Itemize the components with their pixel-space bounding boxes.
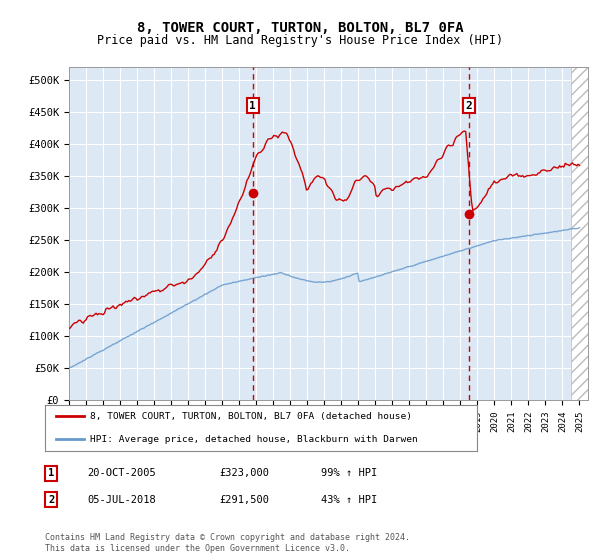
Text: 2: 2 bbox=[48, 494, 54, 505]
Text: 05-JUL-2018: 05-JUL-2018 bbox=[87, 494, 156, 505]
Text: Contains HM Land Registry data © Crown copyright and database right 2024.
This d: Contains HM Land Registry data © Crown c… bbox=[45, 533, 410, 553]
Text: £291,500: £291,500 bbox=[219, 494, 269, 505]
Text: HPI: Average price, detached house, Blackburn with Darwen: HPI: Average price, detached house, Blac… bbox=[91, 435, 418, 444]
Text: 99% ↑ HPI: 99% ↑ HPI bbox=[321, 468, 377, 478]
Text: 1: 1 bbox=[250, 101, 256, 111]
Text: £323,000: £323,000 bbox=[219, 468, 269, 478]
Text: 2: 2 bbox=[466, 101, 472, 111]
Text: 1: 1 bbox=[48, 468, 54, 478]
Bar bbox=[571, 67, 596, 400]
Text: Price paid vs. HM Land Registry's House Price Index (HPI): Price paid vs. HM Land Registry's House … bbox=[97, 34, 503, 46]
Text: 20-OCT-2005: 20-OCT-2005 bbox=[87, 468, 156, 478]
Text: 43% ↑ HPI: 43% ↑ HPI bbox=[321, 494, 377, 505]
Text: 8, TOWER COURT, TURTON, BOLTON, BL7 0FA: 8, TOWER COURT, TURTON, BOLTON, BL7 0FA bbox=[137, 21, 463, 35]
Text: 8, TOWER COURT, TURTON, BOLTON, BL7 0FA (detached house): 8, TOWER COURT, TURTON, BOLTON, BL7 0FA … bbox=[91, 412, 412, 421]
